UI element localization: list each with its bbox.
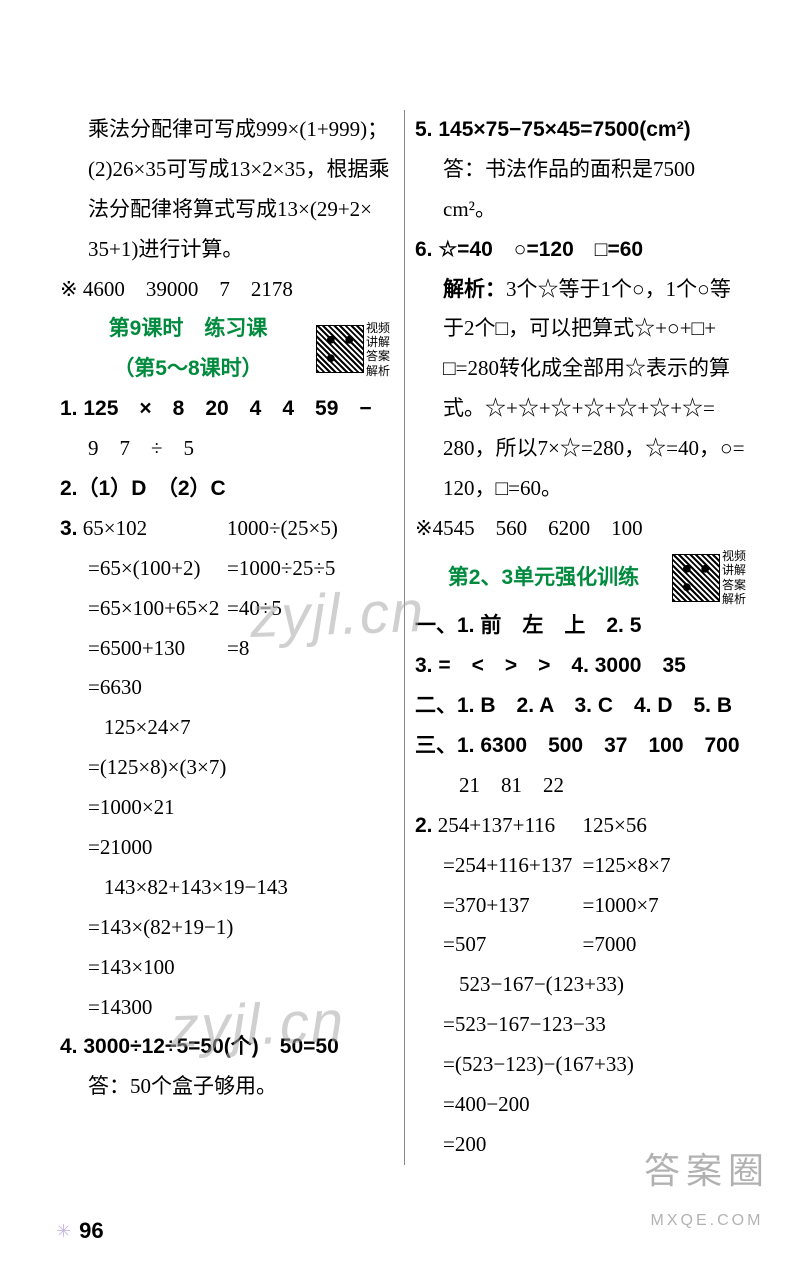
- q6-p4: 式。☆+☆+☆+☆+☆+☆+☆=: [443, 389, 750, 429]
- calc: 1000÷(25×5): [227, 509, 394, 549]
- q4: 4. 3000÷12÷5=50(个) 50=50 答：50个盒子够用。: [60, 1027, 394, 1107]
- page: 乘法分配律可写成999×(1+999)； (2)26×35可写成13×2×35，…: [0, 0, 810, 1205]
- calc: =8: [227, 629, 394, 669]
- q4-line2: 答：50个盒子够用。: [60, 1067, 394, 1107]
- calc: =7000: [583, 925, 751, 965]
- section3-1-line2: 21 81 22: [415, 766, 750, 806]
- calc: =1000×21: [60, 788, 394, 828]
- calc: =143×(82+19−1): [60, 908, 394, 948]
- q5-line1: 5. 145×75−75×45=7500(cm²): [415, 110, 750, 150]
- calc: =400−200: [415, 1085, 750, 1125]
- qr-block: 视频讲解 答案解析: [316, 321, 394, 379]
- q6-p5: 280，所以7×☆=280，☆=40，○=: [443, 429, 750, 469]
- intro-line: (2)26×35可写成13×2×35，根据乘: [88, 150, 394, 190]
- q1-line: 1. 125 × 8 20 4 4 59 −: [60, 389, 394, 429]
- calc: 125×56: [583, 806, 751, 846]
- s3-2-head: 2.: [415, 814, 433, 837]
- qr-block: 视频讲解 答案解析: [672, 549, 750, 607]
- q1-line2: 9 7 ÷ 5: [60, 429, 394, 469]
- calc: =1000÷25÷5: [227, 549, 394, 589]
- footer-decoration-icon: ✳: [56, 1214, 71, 1248]
- calc: =1000×7: [583, 886, 751, 926]
- q1: 1. 125 × 8 20 4 4 59 − 9 7 ÷ 5: [60, 389, 394, 469]
- watermark-brand: 答案圈 MXQE.COM: [644, 1137, 770, 1236]
- lesson-title: 第9课时 练习课 （第5～8课时）: [60, 309, 316, 389]
- calc: 125×24×7: [60, 708, 394, 748]
- lesson-title-row: 第9课时 练习课 （第5～8课时） 视频讲解 答案解析: [60, 309, 394, 389]
- right-column: 5. 145×75−75×45=7500(cm²) 答：书法作品的面积是7500…: [405, 110, 760, 1165]
- intro-line: 乘法分配律可写成999×(1+999)；: [88, 110, 394, 150]
- q4-line1: 4. 3000÷12÷5=50(个) 50=50: [60, 1027, 394, 1067]
- intro-text: 乘法分配律可写成999×(1+999)； (2)26×35可写成13×2×35，…: [60, 110, 394, 270]
- calc: =370+137: [415, 886, 583, 926]
- calc: =65×100+65×2: [60, 589, 227, 629]
- calc: =507: [415, 925, 583, 965]
- star-answer: ※ 4600 39000 7 2178: [60, 270, 394, 310]
- q2: 2.（1）D （2）C: [60, 469, 394, 509]
- unit-title: 第2、3单元强化训练: [415, 558, 672, 598]
- star-answer: ※4545 560 6200 100: [415, 509, 750, 549]
- calc: 65×102: [83, 516, 147, 540]
- q3: 3. 65×102 1000÷(25×5) =65×(100+2) =1000÷…: [60, 509, 394, 1028]
- intro-line: 法分配律将算式写成13×(29+2×: [88, 190, 394, 230]
- brand-big: 答案圈: [644, 1137, 770, 1205]
- qr-label: 视频讲解 答案解析: [366, 321, 394, 379]
- calc: 523−167−(123+33): [415, 965, 750, 1005]
- q6-line1: 6. ☆=40 ○=120 □=60: [415, 230, 750, 270]
- q6-p6: 120，□=60。: [443, 469, 750, 509]
- page-footer: ✳ 96: [56, 1210, 104, 1252]
- calc: =(523−123)−(167+33): [415, 1045, 750, 1085]
- intro-line: 35+1)进行计算。: [88, 230, 394, 270]
- section3-1-line1: 三、1. 6300 500 37 100 700: [415, 726, 750, 766]
- q6-analysis: 解析：3个☆等于1个○，1个○等: [443, 270, 750, 310]
- calc: =40÷5: [227, 589, 394, 629]
- section3-2: 2. 254+137+116 125×56 =254+116+137 =125×…: [415, 806, 750, 1165]
- section2: 二、1. B 2. A 3. C 4. D 5. B: [415, 686, 750, 726]
- section1-line2: 3. = < > > 4. 3000 35: [415, 646, 750, 686]
- q6-p2: 于2个□，可以把算式☆+○+□+: [443, 309, 750, 349]
- calc: =6630: [60, 668, 227, 708]
- q6-p3: □=280转化成全部用☆表示的算: [443, 349, 750, 389]
- title-line1: 第9课时 练习课: [60, 309, 316, 349]
- q6: 6. ☆=40 ○=120 □=60 解析：3个☆等于1个○，1个○等 于2个□…: [415, 230, 750, 509]
- calc: =523−167−123−33: [415, 1005, 750, 1045]
- calc: 254+137+116: [438, 813, 555, 837]
- qr-icon[interactable]: [316, 325, 364, 373]
- page-number: 96: [79, 1210, 103, 1252]
- qr-icon[interactable]: [672, 554, 720, 602]
- calc: =21000: [60, 828, 394, 868]
- calc: =125×8×7: [583, 846, 751, 886]
- q3-head: 3.: [60, 517, 78, 540]
- calc: =143×100: [60, 948, 394, 988]
- calc: =(125×8)×(3×7): [60, 748, 394, 788]
- left-column: 乘法分配律可写成999×(1+999)； (2)26×35可写成13×2×35，…: [50, 110, 405, 1165]
- q5-line2: 答：书法作品的面积是7500 cm²。: [415, 150, 750, 230]
- unit-title-row: 第2、3单元强化训练 视频讲解 答案解析: [415, 549, 750, 607]
- calc: 143×82+143×19−143: [60, 868, 394, 908]
- calc: =14300: [60, 988, 394, 1028]
- qr-label: 视频讲解 答案解析: [722, 549, 750, 607]
- title-line2: （第5～8课时）: [60, 349, 316, 389]
- calc: =254+116+137: [415, 846, 583, 886]
- calc: =65×(100+2): [60, 549, 227, 589]
- q5: 5. 145×75−75×45=7500(cm²) 答：书法作品的面积是7500…: [415, 110, 750, 230]
- section1-line1: 一、1. 前 左 上 2. 5: [415, 606, 750, 646]
- calc: =6500+130: [60, 629, 227, 669]
- brand-small: MXQE.COM: [644, 1206, 770, 1236]
